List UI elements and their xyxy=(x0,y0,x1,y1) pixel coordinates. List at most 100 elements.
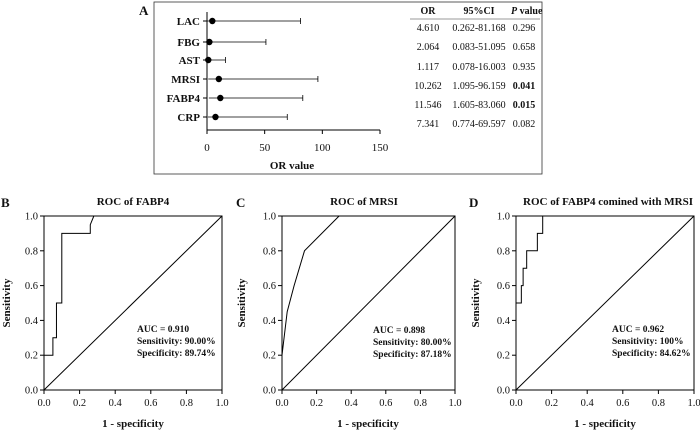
panel-b: B ROC of FABP4 0.00.00.20.20.40.40.60.60… xyxy=(1,195,229,430)
roc-b-ytick-label-3: 0.6 xyxy=(25,281,38,292)
panel-c-x-label: 1 - specificity xyxy=(337,418,399,430)
panel-c-auc: AUC = 0.898 xyxy=(373,326,425,336)
panel-c-y-label: Sensitivity xyxy=(236,278,248,327)
table-ci-crp: 0.774-69.597 xyxy=(452,119,505,130)
roc-b-xtick-label-1: 0.2 xyxy=(73,398,86,409)
table-p-mrsi: 0.041 xyxy=(513,81,536,92)
panel-d-specificity: Specificity: 84.62% xyxy=(612,349,691,359)
roc-b-xtick-label-4: 0.8 xyxy=(180,398,193,409)
panel-a-letter: A xyxy=(139,3,149,18)
roc-c-xtick-label-3: 0.6 xyxy=(379,398,392,409)
row-label-crp: CRP xyxy=(177,112,200,124)
roc-b-ytick-label-4: 0.8 xyxy=(25,246,38,257)
roc-c-reference-line xyxy=(281,215,456,391)
forest-marks xyxy=(203,17,381,134)
panel-b-y-label: Sensitivity xyxy=(1,278,13,327)
panel-d-letter: D xyxy=(469,195,478,210)
panel-b-x-label: 1 - specificity xyxy=(102,418,164,430)
row-label-fbg: FBG xyxy=(177,37,200,49)
roc-b-roc-curve xyxy=(44,215,222,356)
table-or-crp: 7.341 xyxy=(417,119,440,130)
roc-d-roc-curve xyxy=(516,215,694,304)
table-p-fabp4: 0.015 xyxy=(513,100,536,111)
roc-c-ytick-label-3: 0.6 xyxy=(263,281,276,292)
table-ci-mrsi: 1.095-96.159 xyxy=(452,81,505,92)
panel-c-specificity: Specificity: 87.18% xyxy=(373,350,452,360)
roc-c-xtick-label-5: 1.0 xyxy=(448,398,461,409)
panel-b-title: ROC of FABP4 xyxy=(97,196,170,208)
or-point-mrsi xyxy=(215,75,223,83)
or-point-fbg xyxy=(206,38,213,46)
forest-xtick-150: 150 xyxy=(372,142,389,154)
panel-d-auc: AUC = 0.962 xyxy=(612,325,664,335)
panel-c-letter: C xyxy=(236,195,245,210)
roc-d-xtick-label-3: 0.6 xyxy=(616,398,629,409)
roc-d-ytick-label-3: 0.6 xyxy=(497,281,510,292)
panel-d-sensitivity: Sensitivity: 100% xyxy=(612,337,684,347)
panel-c-sensitivity: Sensitivity: 80.00% xyxy=(373,338,452,348)
table-or-fbg: 2.064 xyxy=(417,42,440,53)
roc-c-xtick-label-4: 0.8 xyxy=(414,398,427,409)
table-header-p-suffix: value xyxy=(517,6,543,17)
roc-b-ytick-label-0: 0.0 xyxy=(25,386,38,397)
roc-d-ytick-label-1: 0.2 xyxy=(497,351,510,362)
table-header-p: P value xyxy=(511,6,543,17)
table-p-fbg: 0.658 xyxy=(513,42,536,53)
panel-d-x-label: 1 - specificity xyxy=(574,418,636,430)
roc-d-ytick-label-4: 0.8 xyxy=(497,246,510,257)
roc-d-ytick-label-5: 1.0 xyxy=(497,212,510,223)
table-or-fabp4: 11.546 xyxy=(414,100,441,111)
roc-d-xtick-label-5: 1.0 xyxy=(687,398,700,409)
roc-d-reference-line xyxy=(515,215,695,391)
row-label-lac: LAC xyxy=(177,16,200,28)
roc-c-xtick-label-2: 0.4 xyxy=(345,398,359,409)
roc-b-ytick-label-1: 0.2 xyxy=(25,351,38,362)
roc-d-xtick-label-0: 0.0 xyxy=(509,398,522,409)
row-label-ast: AST xyxy=(179,55,201,67)
panel-c: C ROC of MRSI 0.00.00.20.20.40.40.60.60.… xyxy=(236,195,462,430)
roc-b-reference-line xyxy=(43,215,223,391)
row-label-mrsi: MRSI xyxy=(171,74,200,86)
or-point-ast xyxy=(205,56,212,64)
or-point-crp xyxy=(212,113,219,121)
table-header-or: OR xyxy=(421,6,437,17)
panel-a: A LAC FBG AST MRSI FABP4 CRP 0 50 100 15… xyxy=(139,1,543,175)
table-p-ast: 0.935 xyxy=(513,62,536,73)
panel-c-title: ROC of MRSI xyxy=(330,196,398,208)
panel-b-letter: B xyxy=(1,195,10,210)
table-or-lac: 4.610 xyxy=(417,23,440,34)
forest-xtick-50: 50 xyxy=(259,142,271,154)
table-ci-fabp4: 1.605-83.060 xyxy=(452,100,505,111)
roc-c-ytick-label-1: 0.2 xyxy=(263,351,276,362)
roc-d-ytick-label-2: 0.4 xyxy=(497,316,511,327)
roc-d-xtick-label-4: 0.8 xyxy=(652,398,665,409)
roc-b-xtick-label-0: 0.0 xyxy=(37,398,50,409)
panel-d: D ROC of FABP4 comined with MRSI 0.00.00… xyxy=(469,195,700,430)
forest-table: 4.610 0.262-81.168 0.296 2.064 0.083-51.095 0… xyxy=(414,23,535,130)
roc-c-ytick-label-5: 1.0 xyxy=(263,212,276,223)
roc-d-xtick-label-2: 0.4 xyxy=(581,398,595,409)
roc-b-xtick-label-3: 0.6 xyxy=(144,398,157,409)
table-header-p-italic: P xyxy=(511,6,518,17)
table-p-lac: 0.296 xyxy=(513,23,536,34)
roc-c-ytick-label-2: 0.4 xyxy=(263,316,277,327)
roc-d-xtick-label-1: 0.2 xyxy=(545,398,558,409)
roc-c-ytick-label-4: 0.8 xyxy=(263,246,276,257)
roc-c-ytick-label-0: 0.0 xyxy=(263,386,276,397)
table-ci-fbg: 0.083-51.095 xyxy=(452,42,505,53)
roc-b-xtick-label-5: 1.0 xyxy=(215,398,228,409)
panel-b-specificity: Specificity: 89.74% xyxy=(137,349,216,359)
panel-b-sensitivity: Sensitivity: 90.00% xyxy=(137,337,216,347)
roc-b-ytick-label-5: 1.0 xyxy=(25,212,38,223)
forest-x-label: OR value xyxy=(270,160,314,172)
roc-b-xtick-label-2: 0.4 xyxy=(109,398,123,409)
table-or-ast: 1.117 xyxy=(417,62,439,73)
panel-d-y-label: Sensitivity xyxy=(470,278,482,327)
table-p-crp: 0.082 xyxy=(513,119,536,130)
roc-b-marks: 0.00.0 0.2 0.2 0.4 0.4 0.6 0.6 0.8 0.8 1.0 1.0 xyxy=(25,212,229,410)
panel-d-title: ROC of FABP4 comined with MRSI xyxy=(523,196,693,208)
forest-xtick-100: 100 xyxy=(314,142,331,154)
or-point-lac xyxy=(209,17,216,25)
table-ci-ast: 0.078-16.003 xyxy=(452,62,505,73)
